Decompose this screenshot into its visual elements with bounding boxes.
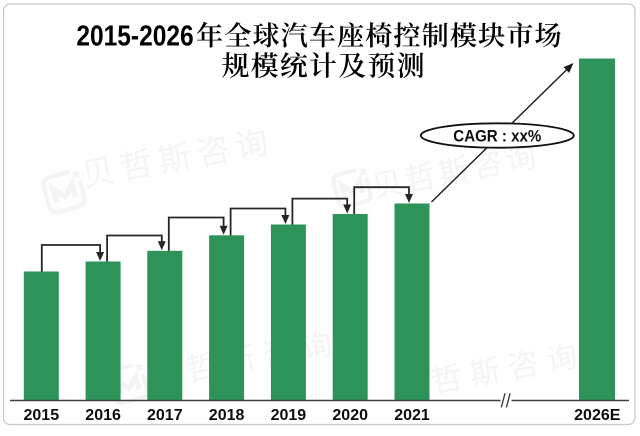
svg-text:2019: 2019 bbox=[271, 407, 307, 424]
svg-text:2026E: 2026E bbox=[574, 407, 621, 424]
svg-text:2016: 2016 bbox=[85, 407, 121, 424]
svg-text:2021: 2021 bbox=[394, 407, 430, 424]
svg-text:2018: 2018 bbox=[209, 407, 245, 424]
svg-text:2020: 2020 bbox=[332, 407, 368, 424]
svg-text:2017: 2017 bbox=[147, 407, 183, 424]
svg-text:2015: 2015 bbox=[24, 407, 60, 424]
svg-text:2015-2026: 2015-2026 bbox=[76, 20, 193, 52]
svg-text:CAGR : xx%: CAGR : xx% bbox=[453, 127, 541, 145]
